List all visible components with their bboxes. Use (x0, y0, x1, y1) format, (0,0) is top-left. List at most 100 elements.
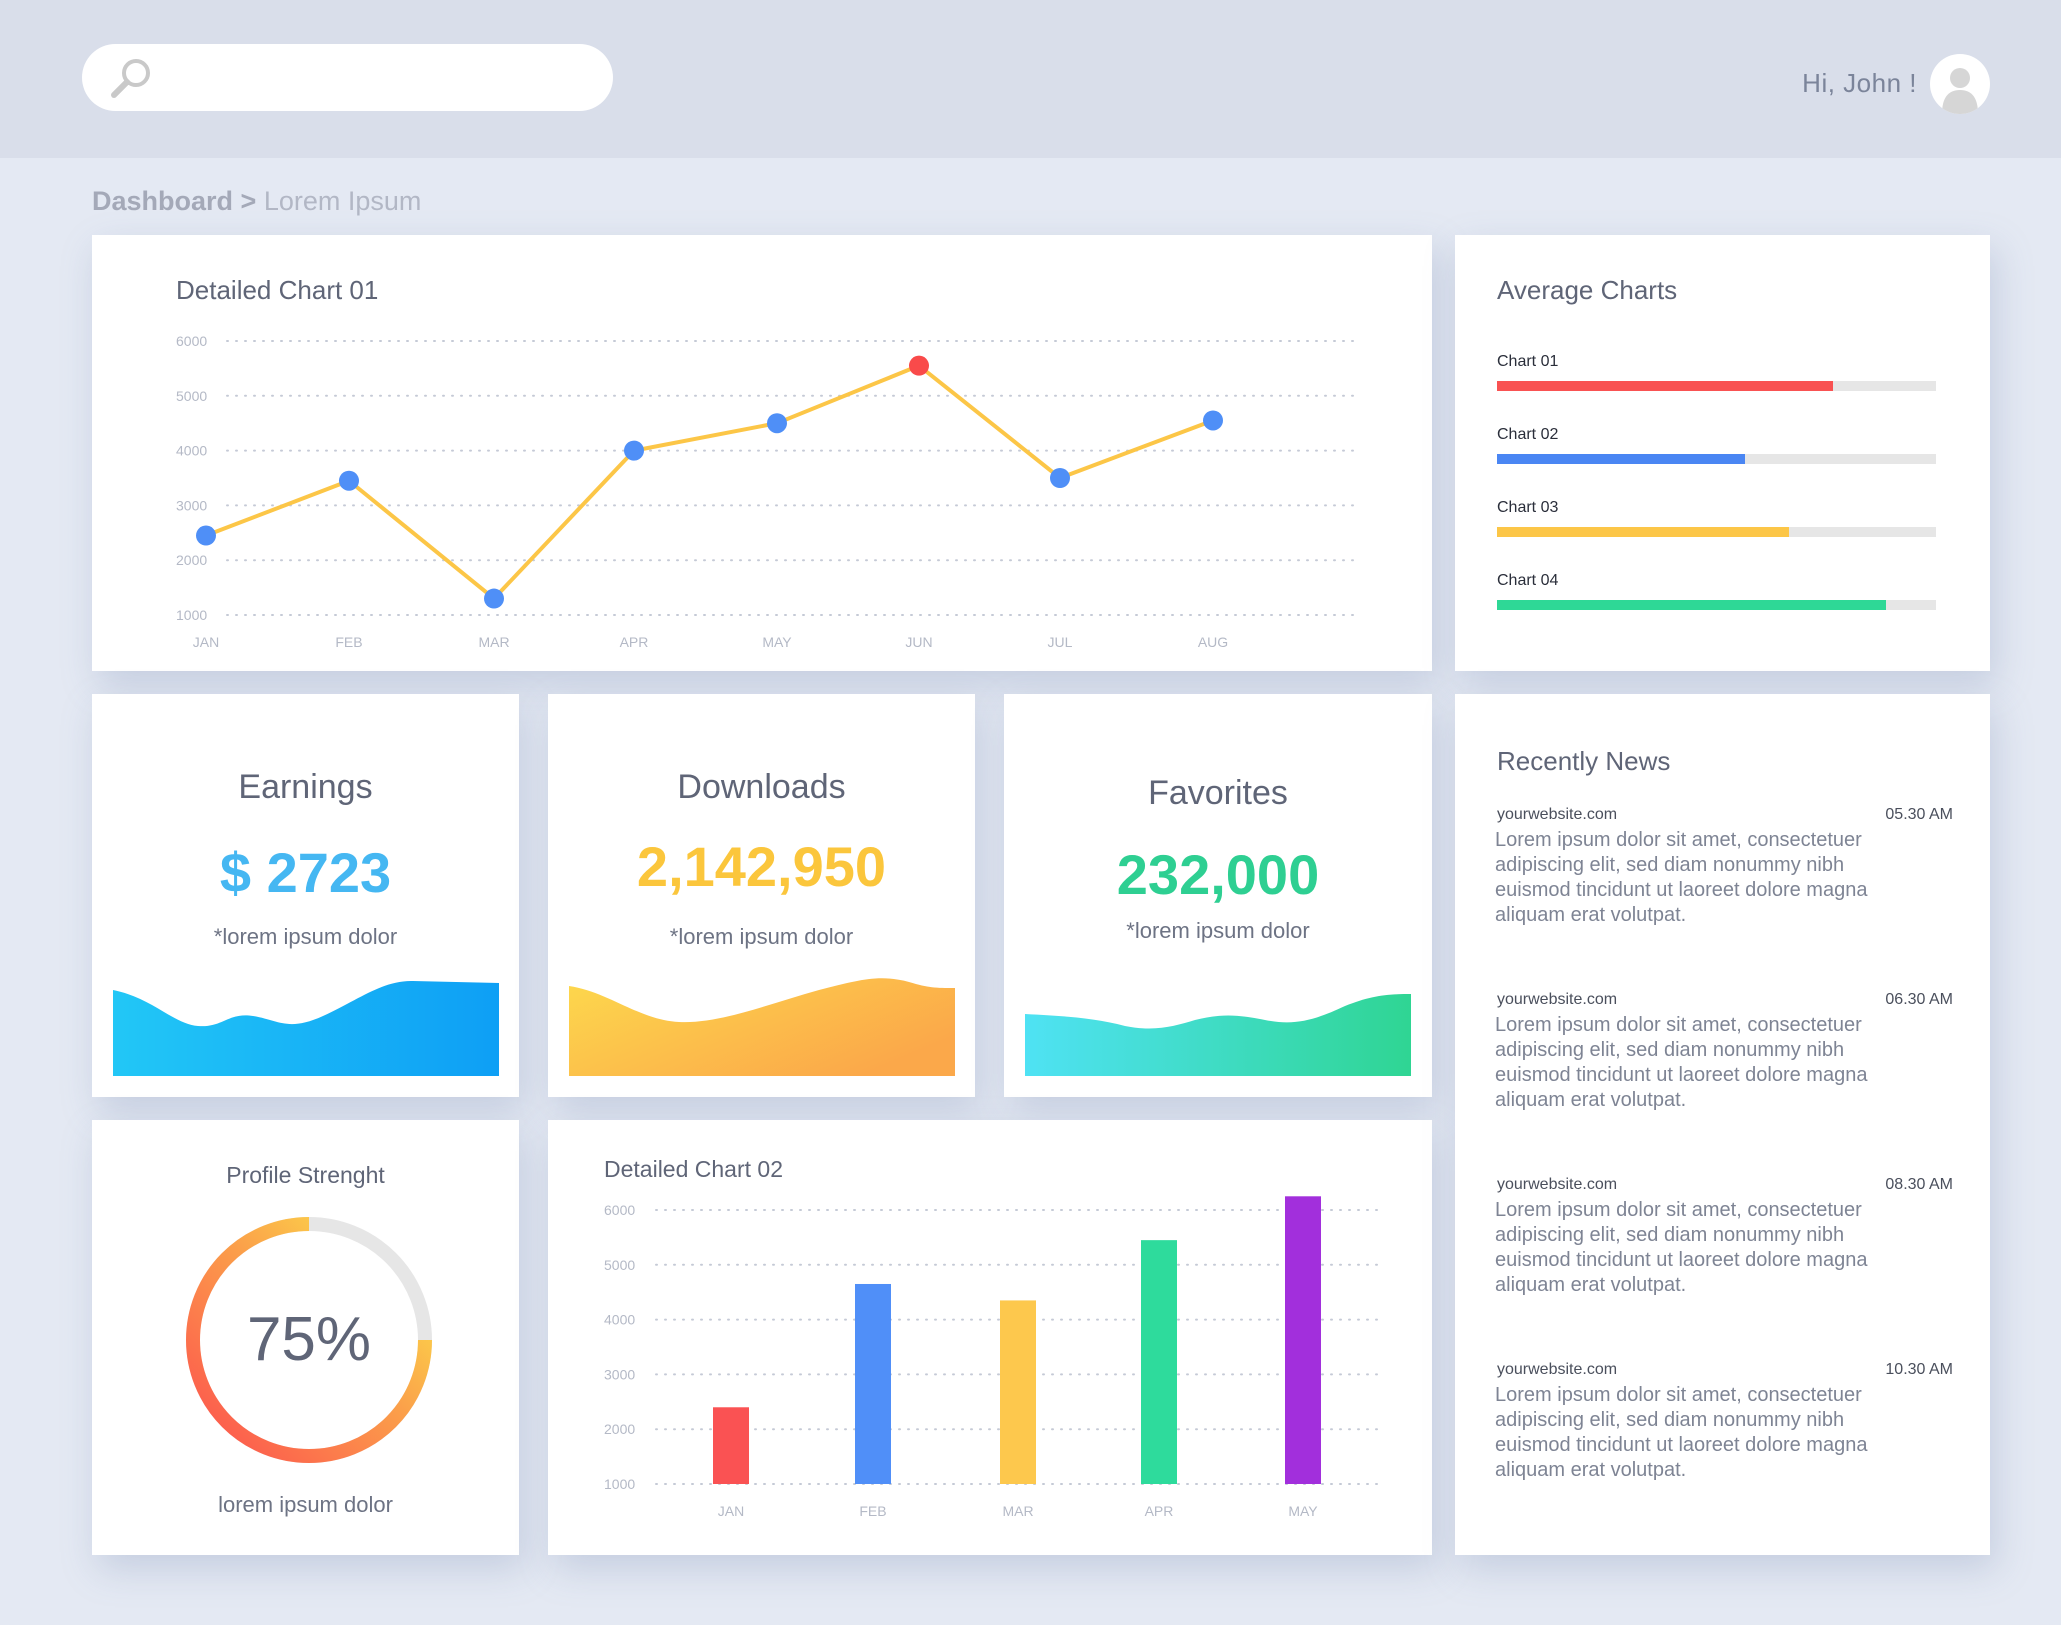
news-body-line: adipiscing elit, sed diam nonummy nibh (1495, 854, 1845, 876)
news-body-line: Lorem ipsum dolor sit amet, consectetuer (1495, 1014, 1862, 1036)
average-chart-progress-fill (1497, 381, 1833, 391)
x-tick-label: MAR (478, 634, 509, 650)
news-source[interactable]: yourwebsite.com (1497, 1361, 1618, 1378)
news-body-line: aliquam erat volutpat. (1495, 1274, 1687, 1296)
news-body-line: euismod tincidunt ut laoreet dolore magn… (1495, 1249, 1868, 1271)
favorites-wave-graphic (1025, 994, 1411, 1076)
profile-subtitle: lorem ipsum dolor (218, 1492, 393, 1517)
news-body-line: euismod tincidunt ut laoreet dolore magn… (1495, 1434, 1868, 1456)
x-tick-label: FEB (859, 1503, 886, 1519)
x-tick-label: APR (620, 634, 649, 650)
favorites-card: Favorites 232,000 *lorem ipsum dolor (1004, 694, 1432, 1097)
x-tick-label: MAR (1002, 1503, 1033, 1519)
user-greeting: Hi, John ! (1802, 68, 1917, 98)
average-title: Average Charts (1497, 275, 1678, 305)
news-time: 05.30 AM (1885, 806, 1953, 823)
earnings-subtitle: *lorem ipsum dolor (213, 924, 398, 949)
data-point (1203, 410, 1223, 431)
x-tick-label: MAY (762, 634, 792, 650)
news-body-line: Lorem ipsum dolor sit amet, consectetuer (1495, 1384, 1862, 1406)
profile-progress-arc (186, 1217, 432, 1463)
x-tick-label: JAN (718, 1503, 744, 1519)
x-tick-label: JAN (193, 634, 219, 650)
data-point (1050, 468, 1070, 488)
news-body-line: aliquam erat volutpat. (1495, 1459, 1687, 1481)
y-tick-label: 5000 (604, 1257, 635, 1273)
bar-chart: 6000 5000 4000 3000 2000 1000 JAN FEB MAR APR MAY (604, 1196, 1381, 1519)
series-line (205, 363, 1214, 601)
highlight-data-point (909, 355, 929, 376)
profile-strength-card: Profile Strenght 75% lorem ipsum dolor (92, 1120, 519, 1555)
news-body-line: euismod tincidunt ut laoreet dolore magn… (1495, 1064, 1868, 1086)
news-body-line: euismod tincidunt ut laoreet dolore magn… (1495, 879, 1868, 901)
news-time: 10.30 AM (1885, 1361, 1953, 1378)
average-chart-label: Chart 04 (1497, 572, 1559, 589)
x-tick-label: APR (1145, 1503, 1174, 1519)
news-body-line: adipiscing elit, sed diam nonummy nibh (1495, 1039, 1845, 1061)
data-point (624, 440, 644, 461)
detailed-chart-01-card: Detailed Chart 01 6000 5000 4000 3000 2000 10… (92, 235, 1432, 671)
news-time: 06.30 AM (1885, 991, 1953, 1008)
bar (855, 1283, 891, 1484)
bar (1285, 1196, 1321, 1484)
earnings-card: Earnings $ 2723 *lorem ipsum dolor (92, 694, 519, 1097)
average-chart-progress-bar (1497, 454, 1936, 464)
bar (713, 1407, 749, 1484)
y-tick-label: 2000 (604, 1421, 635, 1437)
breadcrumb-root[interactable]: Dashboard (92, 186, 234, 216)
y-tick-label: 3000 (176, 497, 207, 513)
news-body-line: Lorem ipsum dolor sit amet, consectetuer (1495, 1199, 1862, 1221)
x-tick-label: JUN (905, 634, 932, 650)
detailed-chart-02-card: Detailed Chart 02 6000 5000 4000 3000 2000 10… (548, 1120, 1432, 1555)
data-point (196, 525, 216, 546)
x-tick-label: JUL (1048, 634, 1073, 650)
y-tick-label: 5000 (176, 388, 207, 404)
breadcrumb-current: Lorem Ipsum (263, 186, 422, 216)
x-tick-label: MAY (1288, 1503, 1318, 1519)
y-tick-label: 1000 (176, 607, 207, 623)
y-tick-label: 2000 (176, 552, 207, 568)
earnings-wave-graphic (113, 980, 499, 1076)
news-source[interactable]: yourwebsite.com (1497, 991, 1618, 1008)
news-body-line: adipiscing elit, sed diam nonummy nibh (1495, 1224, 1845, 1246)
downloads-subtitle: *lorem ipsum dolor (669, 924, 854, 949)
search-input[interactable] (82, 44, 613, 111)
y-tick-label: 4000 (176, 443, 207, 459)
profile-progress-ring: 75% (186, 1217, 432, 1463)
y-tick-label: 1000 (604, 1476, 635, 1492)
bar (1000, 1300, 1036, 1484)
average-chart-progress-bar (1497, 381, 1936, 391)
news-body-line: aliquam erat volutpat. (1495, 904, 1687, 926)
average-chart-label: Chart 02 (1497, 426, 1559, 443)
news-body: Lorem ipsum dolor sit amet, consectetuer… (1495, 1198, 1955, 1298)
news-title: Recently News (1497, 746, 1671, 776)
y-tick-label: 4000 (604, 1312, 635, 1328)
favorites-value: 232,000 (1116, 843, 1320, 906)
average-chart-progress-fill (1497, 527, 1789, 537)
top-bar: Hi, John ! (0, 0, 2061, 158)
downloads-wave-graphic (569, 978, 955, 1076)
average-chart-progress-bar (1497, 527, 1936, 537)
recent-news-card: Recently News yourwebsite.com 05.30 AM Lor… (1455, 694, 1990, 1555)
y-tick-label: 3000 (604, 1366, 635, 1382)
news-body: Lorem ipsum dolor sit amet, consectetuer… (1495, 828, 1955, 928)
search-icon[interactable] (106, 54, 156, 104)
chart1-title: Detailed Chart 01 (176, 275, 379, 305)
breadcrumb-separator: > (233, 186, 264, 216)
favorites-title: Favorites (1148, 774, 1288, 812)
news-source[interactable]: yourwebsite.com (1497, 806, 1618, 823)
news-body: Lorem ipsum dolor sit amet, consectetuer… (1495, 1383, 1955, 1483)
user-avatar-icon[interactable] (1930, 54, 1990, 114)
chart2-title: Detailed Chart 02 (604, 1156, 783, 1182)
breadcrumb: Dashboard > Lorem Ipsum (92, 186, 421, 217)
news-source[interactable]: yourwebsite.com (1497, 1176, 1618, 1193)
average-charts-card: Average Charts Chart 01 Chart 02 Chart 03 C… (1455, 235, 1990, 671)
downloads-title: Downloads (677, 768, 846, 806)
y-tick-label: 6000 (176, 333, 207, 349)
average-chart-progress-fill (1497, 454, 1746, 464)
data-point (767, 413, 787, 434)
bar (1141, 1240, 1177, 1484)
data-point (484, 588, 504, 609)
news-body-line: aliquam erat volutpat. (1495, 1089, 1687, 1111)
x-tick-label: FEB (335, 634, 362, 650)
